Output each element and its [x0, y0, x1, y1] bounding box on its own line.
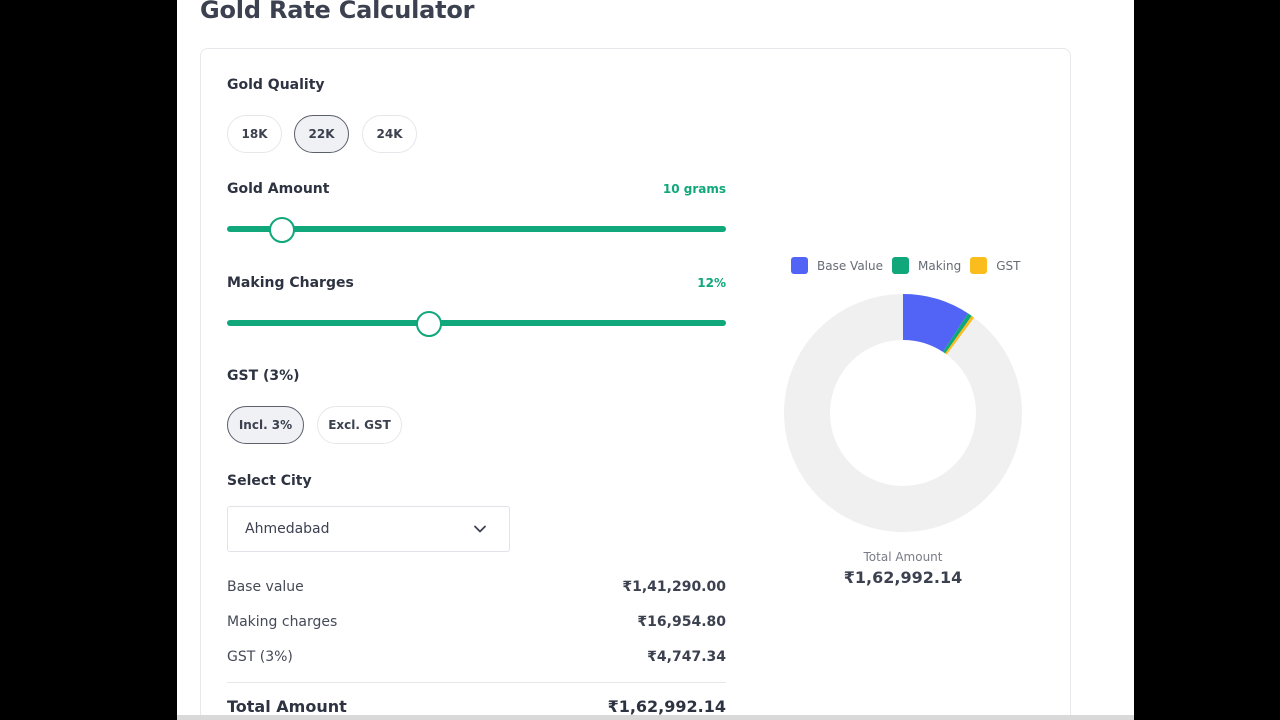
base-value-label: Base value: [227, 579, 304, 595]
select-city-label: Select City: [227, 473, 312, 489]
gst-excl-button[interactable]: Excl. GST: [317, 406, 402, 444]
calculator-card: Gold Quality 18K 22K 24K Gold Amount 10 …: [200, 48, 1071, 720]
slider-thumb[interactable]: [416, 311, 443, 337]
gold-amount-value: 10 grams: [662, 182, 726, 196]
base-value-amount: ₹1,41,290.00: [622, 579, 726, 595]
gst-row: GST (3%) ₹4,747.34: [227, 649, 726, 665]
slider-track: [227, 226, 726, 232]
calculator-page: Gold Rate Calculator Gold Quality 18K 22…: [177, 0, 1134, 720]
gst-incl-button[interactable]: Incl. 3%: [227, 406, 304, 444]
gst-amount: ₹4,747.34: [647, 649, 726, 665]
horizontal-scrollbar[interactable]: [177, 715, 1134, 720]
making-charges-amount: ₹16,954.80: [637, 614, 726, 630]
donut-segment-gst[interactable]: [945, 315, 975, 355]
legend-label: Making: [918, 258, 962, 273]
quality-18k-button[interactable]: 18K: [227, 115, 282, 153]
legend-item-gst[interactable]: GST: [970, 257, 1020, 274]
quality-24k-button[interactable]: 24K: [362, 115, 417, 153]
making-charges-row: Making charges ₹16,954.80: [227, 614, 726, 630]
making-charges-value: 12%: [697, 276, 726, 290]
total-amount-value: ₹1,62,992.14: [607, 697, 726, 716]
slider-thumb[interactable]: [268, 217, 295, 243]
legend-swatch: [892, 257, 909, 274]
breakdown-donut-chart: [784, 294, 1022, 532]
donut-segment-making[interactable]: [942, 313, 972, 354]
total-amount-row: Total Amount ₹1,62,992.14: [227, 697, 726, 716]
legend-swatch: [970, 257, 988, 274]
breakdown-divider: [227, 682, 726, 683]
legend-item-base-value[interactable]: Base Value: [791, 257, 883, 274]
gst-label: GST (3%): [227, 368, 300, 384]
gold-amount-slider[interactable]: [227, 217, 726, 243]
quality-22k-button[interactable]: 22K: [294, 115, 349, 153]
chart-total-label: Total Amount: [863, 550, 943, 564]
chart-total-value: ₹1,62,992.14: [843, 568, 963, 587]
legend-label: GST: [996, 258, 1021, 273]
page-title: Gold Rate Calculator: [200, 0, 475, 24]
making-charges-row-label: Making charges: [227, 614, 338, 630]
making-charges-label: Making Charges: [227, 275, 354, 291]
legend-swatch: [791, 257, 808, 274]
gold-amount-label: Gold Amount: [227, 181, 330, 197]
making-charges-slider[interactable]: [227, 311, 726, 337]
legend-item-making[interactable]: Making: [892, 257, 961, 274]
city-select[interactable]: Ahmedabad: [227, 506, 510, 552]
city-select-value: Ahmedabad: [245, 521, 330, 537]
total-amount-label: Total Amount: [227, 697, 347, 716]
chart-legend: Base Value Making GST: [791, 257, 1029, 274]
gst-row-label: GST (3%): [227, 649, 293, 665]
donut-track: [784, 294, 1022, 532]
chevron-down-icon: [474, 525, 486, 533]
gold-quality-label: Gold Quality: [227, 77, 325, 93]
legend-label: Base Value: [817, 258, 883, 273]
donut-segment-base-value[interactable]: [903, 294, 969, 352]
base-value-row: Base value ₹1,41,290.00: [227, 579, 726, 595]
slider-track: [227, 320, 726, 326]
